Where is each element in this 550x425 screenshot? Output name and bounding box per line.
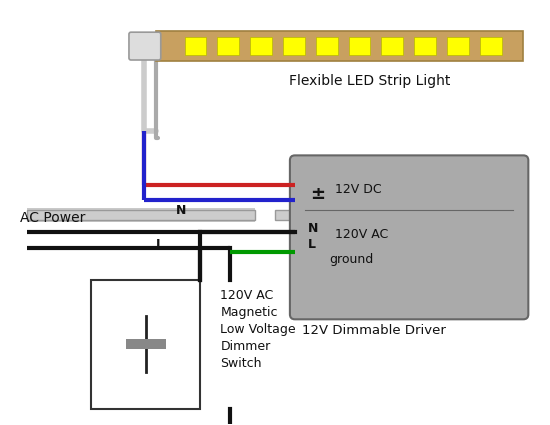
Bar xyxy=(126,339,166,349)
Bar xyxy=(480,37,502,55)
Text: L: L xyxy=(308,238,316,251)
Bar xyxy=(26,210,255,220)
Text: N: N xyxy=(308,222,318,235)
Text: ground: ground xyxy=(329,253,374,266)
Bar xyxy=(275,210,295,220)
Text: L: L xyxy=(156,238,164,251)
Bar xyxy=(250,37,272,55)
Bar xyxy=(217,37,239,55)
Text: 120V AC: 120V AC xyxy=(334,228,388,241)
Bar xyxy=(316,37,338,55)
Text: Magnetic: Magnetic xyxy=(221,306,278,319)
Text: 120V AC: 120V AC xyxy=(221,289,273,303)
Text: 12V Dimmable Driver: 12V Dimmable Driver xyxy=(302,324,446,337)
Text: N: N xyxy=(175,204,186,216)
Text: Low Voltage: Low Voltage xyxy=(221,323,296,336)
Bar xyxy=(156,31,524,61)
Text: ±: ± xyxy=(310,185,324,203)
Bar xyxy=(381,37,403,55)
Bar xyxy=(185,37,206,55)
FancyBboxPatch shape xyxy=(129,32,161,60)
Bar xyxy=(414,37,436,55)
Bar xyxy=(447,37,469,55)
Text: Switch: Switch xyxy=(221,357,262,370)
FancyBboxPatch shape xyxy=(290,156,529,319)
Bar xyxy=(283,37,305,55)
Text: AC Power: AC Power xyxy=(20,211,85,225)
Text: Dimmer: Dimmer xyxy=(221,340,271,353)
Bar xyxy=(349,37,370,55)
Text: Flexible LED Strip Light: Flexible LED Strip Light xyxy=(289,74,450,88)
Text: 12V DC: 12V DC xyxy=(334,183,381,196)
Bar xyxy=(91,280,201,409)
